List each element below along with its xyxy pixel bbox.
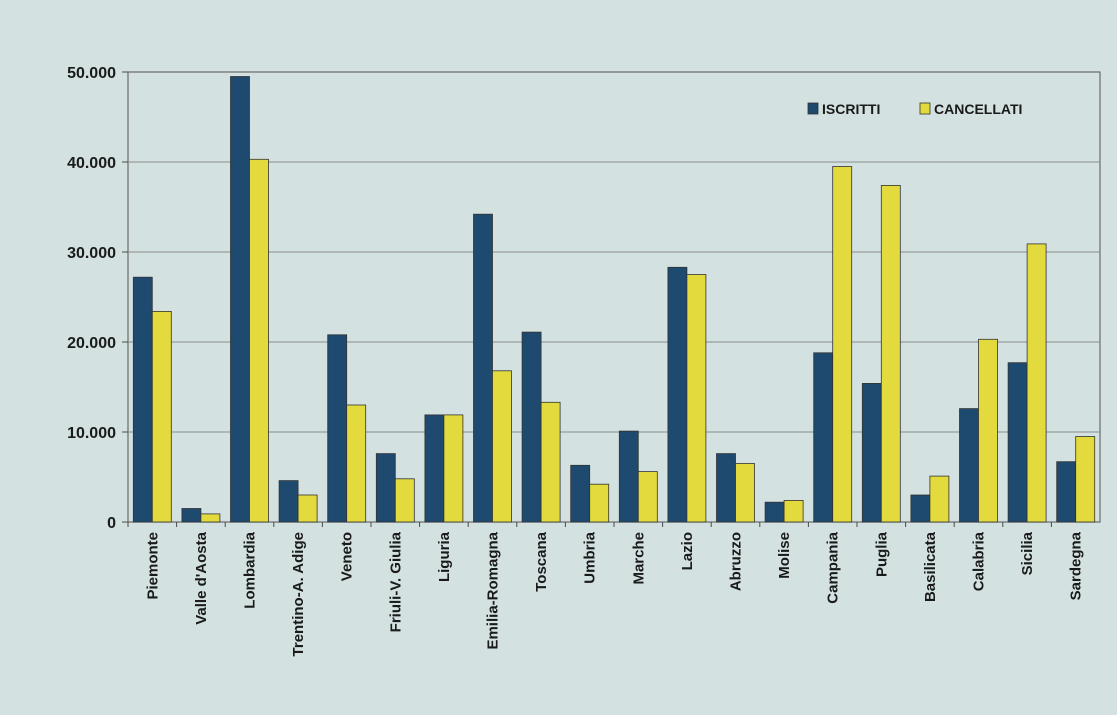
x-category-label: Marche (630, 532, 647, 585)
y-tick-label: 0 (107, 515, 116, 532)
legend-swatch-cancellati (919, 102, 931, 115)
x-category-label: Abruzzo (728, 532, 745, 591)
bar-cancellati-17 (978, 338, 998, 523)
x-category-label: Molise (776, 532, 793, 579)
x-category-label: Sardegna (1068, 531, 1085, 600)
x-category-label: Lombardia (242, 531, 259, 608)
bar-iscritti-4 (327, 334, 348, 523)
x-category-label: Emilia-Romagna (485, 531, 502, 649)
x-category-label: Puglia (873, 531, 890, 577)
legend-swatch-iscritti (807, 102, 819, 115)
bar-iscritti-11 (667, 266, 688, 523)
bar-iscritti-14 (813, 352, 834, 523)
y-tick-label: 40.000 (67, 155, 116, 172)
bar-iscritti-3 (278, 480, 299, 523)
x-category-label: Sicilia (1019, 531, 1036, 575)
bar-cancellati-2 (249, 158, 269, 523)
bar-iscritti-0 (132, 276, 153, 523)
x-category-label: Calabria (971, 531, 988, 591)
bar-cancellati-3 (297, 494, 318, 523)
x-category-label: Toscana (533, 531, 550, 591)
legend-label-iscritti: ISCRITTI (822, 101, 880, 117)
bar-cancellati-11 (686, 274, 707, 523)
y-tick-label: 30.000 (67, 245, 116, 262)
bar-cancellati-8 (540, 401, 561, 523)
bar-cancellati-1 (200, 513, 221, 523)
bar-iscritti-19 (1056, 461, 1077, 523)
x-category-label: Basilicata (922, 531, 939, 602)
bar-iscritti-12 (716, 453, 736, 523)
y-tick-label: 50.000 (67, 65, 116, 82)
x-category-label: Umbria (582, 531, 599, 583)
plot-area (127, 71, 1101, 523)
bar-iscritti-10 (618, 430, 639, 523)
bar-cancellati-13 (783, 499, 804, 523)
bars (132, 76, 1096, 523)
bar-iscritti-15 (861, 382, 882, 523)
x-category-label: Trentino-A. Adige (290, 532, 307, 656)
bar-iscritti-8 (521, 331, 542, 523)
bar-cancellati-9 (589, 483, 610, 523)
x-axis: Piemonte Valle d'Aosta Lombardia Trentino-A… (127, 522, 1085, 656)
bar-iscritti-13 (764, 501, 785, 523)
legend-label-cancellati: CANCELLATI (934, 101, 1022, 117)
x-category-label: Veneto (339, 532, 356, 581)
bar-iscritti-6 (424, 414, 445, 523)
grid-lines (128, 161, 1100, 433)
bar-cancellati-6 (443, 414, 464, 523)
bar-cancellati-7 (492, 370, 512, 523)
bar-iscritti-9 (570, 464, 591, 523)
y-tick-label: 10.000 (67, 425, 116, 442)
x-category-label: Piemonte (144, 532, 161, 600)
bar-cancellati-14 (832, 166, 853, 523)
bar-cancellati-10 (637, 471, 658, 523)
x-category-label: Liguria (436, 531, 453, 582)
bar-iscritti-18 (1007, 362, 1028, 523)
bar-cancellati-16 (929, 475, 950, 523)
bar-cancellati-18 (1026, 243, 1047, 523)
bar-iscritti-16 (910, 494, 931, 523)
y-tick-label: 20.000 (67, 335, 116, 352)
y-axis: 0 10.000 20.000 30.000 40.000 50.000 (67, 65, 128, 532)
bar-iscritti-17 (959, 408, 979, 523)
bar-cancellati-15 (880, 184, 901, 523)
legend: ISCRITTI CANCELLATI (807, 101, 1022, 117)
bar-iscritti-2 (230, 76, 250, 523)
bar-cancellati-4 (346, 404, 367, 523)
x-category-label: Friuli-V. Giulia (387, 531, 404, 632)
bar-cancellati-0 (151, 310, 172, 523)
bar-iscritti-7 (473, 213, 493, 523)
bar-cancellati-19 (1075, 436, 1096, 523)
x-category-label: Lazio (679, 532, 696, 570)
x-category-label: Valle d'Aosta (193, 531, 210, 624)
bar-iscritti-5 (375, 453, 396, 523)
bar-cancellati-5 (394, 478, 415, 523)
bar-iscritti-1 (181, 508, 202, 523)
x-category-label: Campania (825, 531, 842, 603)
bar-cancellati-12 (735, 463, 755, 523)
